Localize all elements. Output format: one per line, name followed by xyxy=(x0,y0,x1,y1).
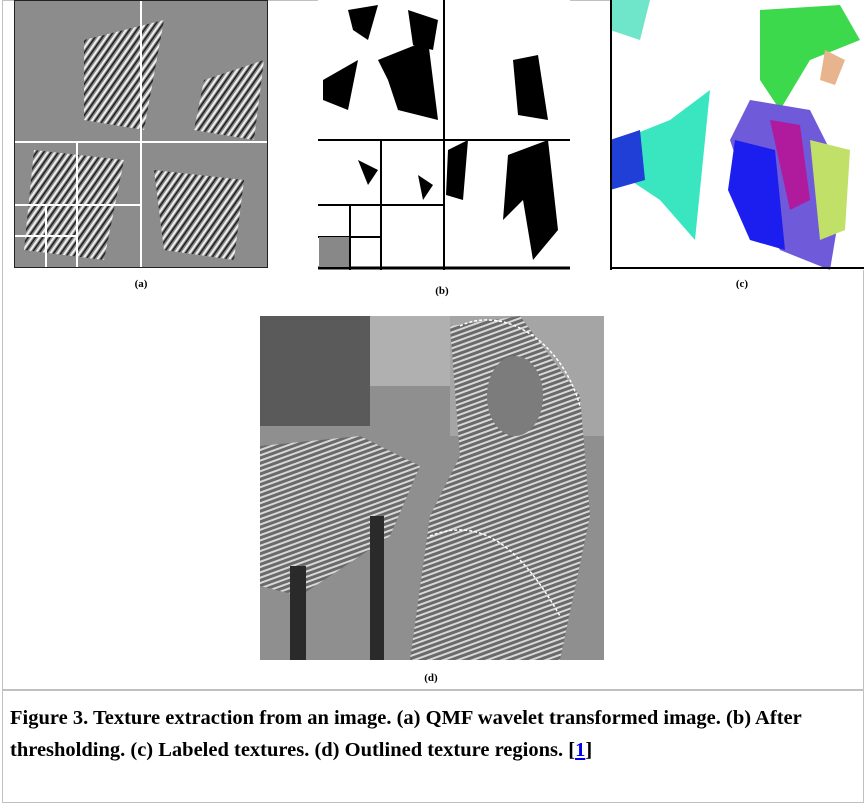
panel-label: (b) xyxy=(412,285,472,297)
page: (a) (b) (c) xyxy=(0,0,864,803)
caption-text: ] xyxy=(585,739,592,761)
panel-label: (c) xyxy=(712,278,772,290)
panel-label: (d) xyxy=(401,672,461,684)
image-d xyxy=(260,316,604,660)
image-a xyxy=(14,0,268,268)
image-c xyxy=(610,0,864,270)
image-b xyxy=(318,0,570,270)
reference-link[interactable]: 1 xyxy=(575,739,585,761)
caption-text: Figure 3. Texture extraction from an ima… xyxy=(10,707,801,761)
caption: Figure 3. Texture extraction from an ima… xyxy=(10,702,850,766)
panel-label: (a) xyxy=(111,278,171,290)
